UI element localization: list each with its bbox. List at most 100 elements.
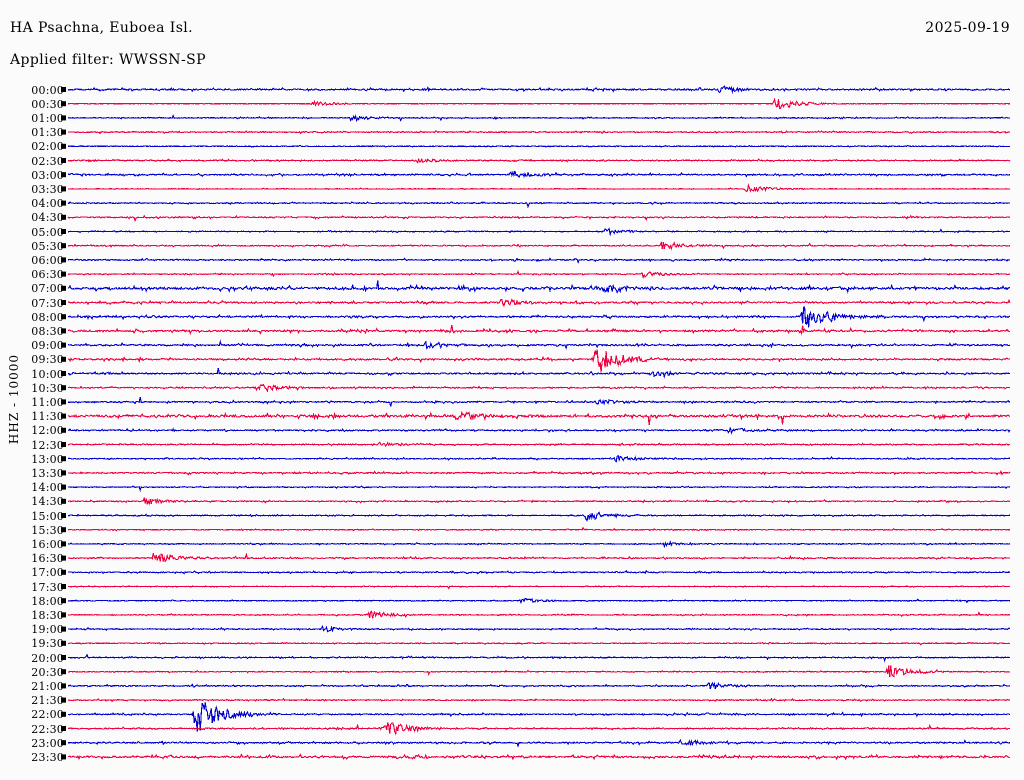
row-tick-marker [61, 243, 66, 249]
time-label-17-00: 17:00 [31, 566, 64, 580]
row-tick-marker [61, 314, 66, 320]
time-label-04-00: 04:00 [31, 197, 64, 211]
row-tick-marker [61, 683, 66, 689]
time-label-12-30: 12:30 [31, 438, 64, 452]
trace-23-00 [67, 738, 1011, 748]
row-tick-marker [61, 385, 66, 391]
time-label-23-30: 23:30 [31, 750, 64, 764]
row-tick-marker [61, 655, 66, 660]
trace-02-30 [67, 157, 1011, 164]
row-tick-marker [61, 555, 66, 561]
row-tick-marker [61, 513, 66, 518]
time-label-04-30: 04:30 [31, 211, 64, 225]
record-date: 2025-09-19 [925, 20, 1010, 36]
row-tick-marker [61, 569, 66, 575]
row-tick-marker [61, 399, 66, 405]
time-label-14-00: 14:00 [31, 481, 64, 495]
trace-06-00 [67, 257, 1011, 265]
time-label-07-00: 07:00 [31, 282, 64, 296]
trace-00-00 [67, 84, 1011, 95]
time-label-13-00: 13:00 [31, 452, 64, 466]
trace-10-00 [68, 367, 1011, 379]
time-label-22-00: 22:00 [31, 708, 64, 722]
row-tick-marker [61, 356, 66, 362]
trace-01-00 [67, 114, 1010, 122]
time-label-00-00: 00:00 [31, 83, 64, 97]
row-tick-marker [61, 498, 66, 504]
time-label-18-30: 18:30 [31, 608, 64, 622]
time-label-18-00: 18:00 [31, 594, 64, 608]
trace-13-00 [67, 455, 1011, 464]
time-label-08-30: 08:30 [31, 324, 64, 338]
row-tick-marker [61, 229, 66, 234]
trace-10-30 [67, 384, 1011, 393]
time-label-01-30: 01:30 [31, 126, 64, 140]
trace-07-30 [67, 298, 1011, 308]
time-label-21-00: 21:00 [31, 679, 64, 693]
row-tick-marker [61, 271, 66, 277]
trace-16-00 [67, 540, 1011, 549]
time-label-23-00: 23:00 [31, 736, 64, 750]
row-tick-marker [61, 328, 66, 334]
time-label-16-00: 16:00 [31, 537, 64, 551]
trace-03-00 [68, 170, 1010, 179]
trace-19-00 [67, 625, 1011, 633]
seismogram-plot [0, 78, 1024, 778]
trace-01-30 [67, 130, 1011, 135]
time-label-02-00: 02:00 [31, 140, 64, 154]
row-tick-marker [61, 427, 66, 433]
time-label-05-30: 05:30 [31, 239, 64, 253]
time-label-01-00: 01:00 [31, 111, 64, 125]
trace-08-00 [67, 306, 1011, 328]
row-tick-marker [61, 371, 66, 376]
trace-18-30 [67, 610, 1011, 619]
trace-05-30 [67, 240, 1011, 251]
row-tick-marker [61, 413, 66, 419]
trace-15-30 [67, 526, 1011, 532]
row-tick-marker [61, 186, 66, 192]
row-tick-marker [61, 470, 66, 476]
trace-15-00 [67, 511, 1011, 522]
applied-filter-label: Applied filter: WWSSN-SP [10, 52, 206, 68]
trace-12-00 [67, 427, 1011, 435]
trace-23-30 [67, 753, 1011, 761]
trace-21-00 [67, 681, 1011, 690]
time-label-07-30: 07:30 [31, 296, 64, 310]
trace-07-00 [67, 280, 1011, 294]
time-label-11-00: 11:00 [31, 395, 64, 409]
trace-14-00 [67, 485, 1011, 493]
time-label-19-30: 19:30 [31, 637, 64, 651]
row-tick-marker [61, 527, 66, 533]
time-label-22-30: 22:30 [31, 722, 64, 736]
trace-05-00 [68, 227, 1011, 237]
row-tick-marker [61, 300, 66, 305]
row-tick-marker [61, 640, 66, 646]
time-label-02-30: 02:30 [31, 154, 64, 168]
row-tick-marker [61, 214, 66, 220]
trace-03-30 [67, 183, 1011, 193]
time-label-21-30: 21:30 [31, 694, 64, 708]
trace-04-30 [67, 214, 1011, 223]
time-label-10-00: 10:00 [31, 367, 64, 381]
time-label-11-30: 11:30 [31, 410, 64, 424]
time-label-17-30: 17:30 [31, 580, 64, 594]
time-label-00-30: 00:30 [31, 97, 64, 111]
row-tick-marker [61, 598, 66, 604]
trace-19-30 [67, 641, 1011, 646]
time-label-06-00: 06:00 [31, 253, 64, 267]
trace-20-30 [67, 665, 1011, 678]
time-label-10-30: 10:30 [31, 381, 64, 395]
time-label-06-30: 06:30 [31, 268, 64, 282]
time-label-08-00: 08:00 [31, 310, 64, 324]
trace-09-30 [67, 349, 1011, 372]
row-tick-marker [61, 129, 66, 135]
time-label-15-30: 15:30 [31, 523, 64, 537]
row-tick-marker [61, 726, 66, 731]
trace-16-30 [67, 552, 1011, 563]
trace-17-00 [68, 569, 1011, 575]
row-tick-marker [61, 484, 66, 490]
time-label-05-00: 05:00 [31, 225, 64, 239]
time-label-20-30: 20:30 [31, 665, 64, 679]
trace-11-00 [68, 397, 1011, 407]
